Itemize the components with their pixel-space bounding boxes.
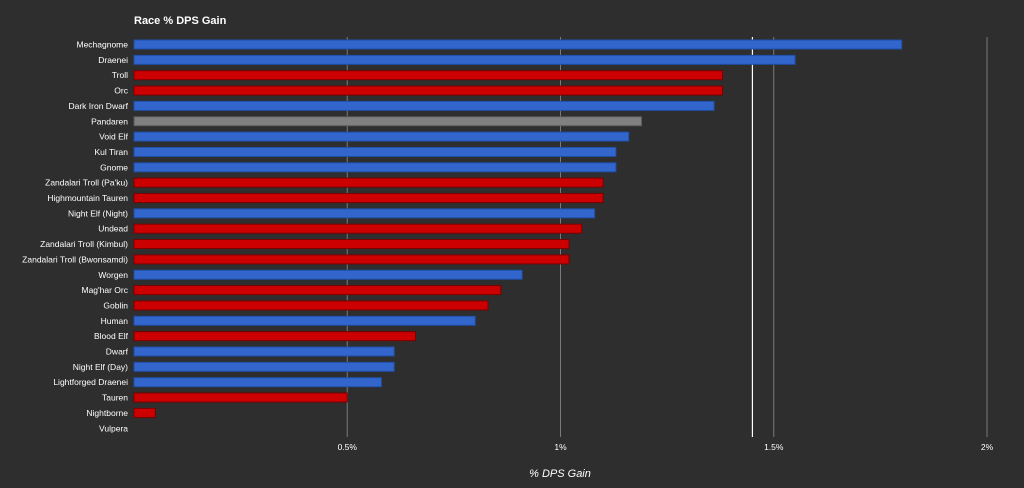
category-label: Pandaren (91, 116, 128, 126)
x-axis-title: % DPS Gain (529, 468, 591, 480)
category-label: Highmountain Tauren (47, 193, 128, 203)
category-label: Human (101, 316, 129, 326)
category-label: Zandalari Troll (Kimbul) (40, 239, 128, 249)
bar (133, 331, 416, 342)
category-label: Orc (114, 86, 128, 96)
bar (133, 162, 617, 173)
category-label: Blood Elf (94, 331, 129, 341)
bar (133, 285, 502, 296)
category-labels: Mechagnome Draenei Troll Orc Dark Iron Dwarf… (22, 40, 129, 434)
category-label: Void Elf (99, 132, 128, 142)
bar (133, 300, 489, 311)
bar (133, 315, 476, 326)
bar (133, 116, 643, 127)
category-label: Nightborne (86, 408, 128, 418)
x-tick-label: 1% (554, 442, 567, 452)
bar (133, 100, 715, 111)
x-tick-label: 2% (981, 442, 994, 452)
bar (133, 346, 395, 357)
bar (133, 131, 630, 142)
x-tick-labels: 0.5% 1% 1.5% 2% (338, 442, 994, 452)
category-label: Gnome (100, 162, 128, 172)
bar (133, 177, 604, 188)
bar (133, 361, 395, 372)
category-label: Tauren (102, 393, 128, 403)
category-label: Dark Iron Dwarf (68, 101, 128, 111)
bar (133, 54, 796, 65)
category-label: Lightforged Draenei (53, 377, 128, 387)
bar (133, 193, 604, 203)
bar (133, 85, 724, 96)
category-label: Night Elf (Night) (68, 208, 128, 218)
bar (133, 146, 617, 157)
x-tick-label: 1.5% (764, 442, 784, 452)
x-tick-label: 0.5% (338, 442, 358, 452)
bar (133, 407, 156, 418)
bar (133, 70, 724, 81)
category-label: Troll (112, 70, 128, 80)
category-label: Vulpera (99, 423, 128, 433)
category-label: Zandalari Troll (Pa'ku) (45, 178, 128, 188)
category-label: Night Elf (Day) (73, 362, 128, 372)
chart-title: Race % DPS Gain (134, 15, 227, 27)
bar (133, 239, 570, 250)
bar (133, 39, 903, 50)
bar (133, 377, 382, 388)
gridlines (346, 37, 988, 437)
bars (133, 39, 903, 418)
bar (133, 208, 596, 219)
category-label: Goblin (103, 300, 128, 310)
category-label: Undead (98, 224, 128, 234)
bar (133, 254, 570, 265)
category-label: Worgen (98, 270, 128, 280)
bar (133, 223, 583, 234)
category-label: Draenei (98, 55, 128, 65)
category-label: Mechagnome (76, 40, 128, 50)
bar (133, 392, 348, 403)
category-label: Dwarf (106, 347, 129, 357)
category-label: Kul Tiran (94, 147, 128, 157)
bar (133, 269, 523, 280)
category-label: Zandalari Troll (Bwonsamdi) (22, 254, 128, 264)
category-label: Mag'har Orc (82, 285, 129, 295)
